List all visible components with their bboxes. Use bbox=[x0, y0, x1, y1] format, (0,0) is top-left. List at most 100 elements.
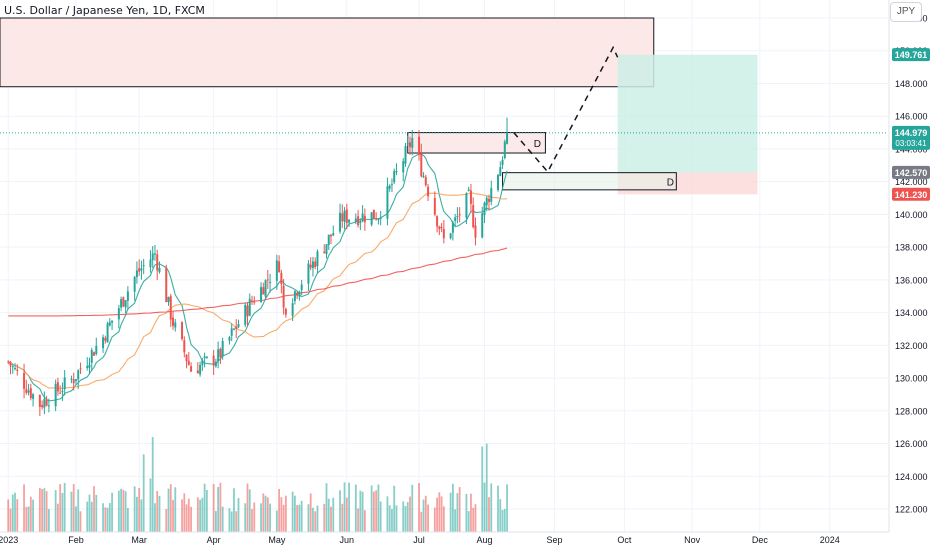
candle-body[interactable] bbox=[487, 198, 490, 202]
candle-body[interactable] bbox=[296, 292, 299, 296]
candle-body[interactable] bbox=[436, 216, 439, 227]
candle-body[interactable] bbox=[167, 296, 170, 302]
candle-body[interactable] bbox=[411, 138, 414, 148]
candle-body[interactable] bbox=[38, 395, 41, 407]
candle-body[interactable] bbox=[190, 366, 193, 372]
candle-body[interactable] bbox=[181, 322, 184, 340]
candle-body[interactable] bbox=[205, 356, 208, 358]
candle-body[interactable] bbox=[140, 268, 143, 271]
candle-body[interactable] bbox=[72, 379, 75, 384]
candle-body[interactable] bbox=[422, 175, 425, 177]
candle-body[interactable] bbox=[402, 161, 405, 173]
candle-body[interactable] bbox=[343, 210, 346, 222]
candle-body[interactable] bbox=[309, 264, 312, 268]
candle-body[interactable] bbox=[95, 345, 98, 355]
candle-body[interactable] bbox=[485, 197, 488, 206]
candle-body[interactable] bbox=[354, 218, 357, 222]
candle-body[interactable] bbox=[497, 174, 500, 190]
candle-body[interactable] bbox=[7, 361, 10, 363]
candle-body[interactable] bbox=[11, 366, 14, 368]
candle-body[interactable] bbox=[325, 244, 328, 255]
candle-body[interactable] bbox=[102, 337, 105, 349]
candle-body[interactable] bbox=[440, 226, 443, 228]
candle-body[interactable] bbox=[244, 304, 247, 325]
candle-body[interactable] bbox=[386, 186, 389, 219]
candle-body[interactable] bbox=[201, 360, 204, 365]
candle-body[interactable] bbox=[300, 284, 303, 291]
candle-body[interactable] bbox=[153, 253, 156, 255]
candle-body[interactable] bbox=[185, 354, 188, 362]
candle-body[interactable] bbox=[339, 212, 342, 232]
candle-body[interactable] bbox=[246, 305, 249, 317]
candle-body[interactable] bbox=[454, 217, 457, 221]
candle-body[interactable] bbox=[260, 287, 263, 302]
candle-body[interactable] bbox=[117, 308, 120, 320]
candle-body[interactable] bbox=[465, 193, 468, 218]
candle-body[interactable] bbox=[138, 268, 141, 272]
candle-body[interactable] bbox=[370, 212, 373, 225]
candle-body[interactable] bbox=[438, 226, 441, 230]
candle-body[interactable] bbox=[106, 323, 109, 343]
candle-body[interactable] bbox=[9, 361, 12, 366]
candle-body[interactable] bbox=[88, 364, 91, 368]
candle-body[interactable] bbox=[456, 216, 459, 218]
candle-body[interactable] bbox=[86, 365, 89, 368]
candle-body[interactable] bbox=[41, 405, 44, 408]
candle-body[interactable] bbox=[490, 188, 493, 202]
candle-body[interactable] bbox=[264, 280, 267, 297]
candle-body[interactable] bbox=[427, 186, 430, 197]
candle-body[interactable] bbox=[221, 340, 224, 357]
candle-body[interactable] bbox=[90, 350, 93, 363]
candle-body[interactable] bbox=[372, 209, 375, 219]
projection-path[interactable] bbox=[513, 45, 619, 174]
candle-body[interactable] bbox=[395, 171, 398, 173]
candle-body[interactable] bbox=[104, 337, 107, 341]
candle-body[interactable] bbox=[472, 205, 475, 228]
candle-body[interactable] bbox=[404, 146, 407, 164]
candle-body[interactable] bbox=[228, 337, 231, 341]
candle-body[interactable] bbox=[61, 390, 64, 392]
candle-body[interactable] bbox=[278, 261, 281, 273]
candle-body[interactable] bbox=[483, 202, 486, 216]
candle-body[interactable] bbox=[29, 388, 32, 399]
candle-body[interactable] bbox=[388, 185, 391, 189]
candle-body[interactable] bbox=[120, 299, 123, 308]
candle-body[interactable] bbox=[183, 340, 186, 353]
upper-d-rect[interactable] bbox=[407, 132, 546, 154]
candle-body[interactable] bbox=[393, 170, 396, 183]
candle-body[interactable] bbox=[314, 261, 317, 268]
candle-body[interactable] bbox=[32, 394, 35, 399]
candle-body[interactable] bbox=[420, 153, 423, 177]
candle-body[interactable] bbox=[63, 377, 66, 390]
candle-body[interactable] bbox=[27, 390, 30, 393]
candle-body[interactable] bbox=[280, 272, 283, 285]
candle-body[interactable] bbox=[449, 233, 452, 239]
candle-body[interactable] bbox=[458, 214, 461, 216]
target-zone[interactable] bbox=[617, 54, 758, 173]
candle-body[interactable] bbox=[74, 379, 77, 381]
candle-body[interactable] bbox=[291, 303, 294, 316]
candle-body[interactable] bbox=[142, 265, 145, 267]
currency-button[interactable]: JPY bbox=[890, 2, 922, 22]
candle-body[interactable] bbox=[59, 392, 62, 394]
candle-body[interactable] bbox=[230, 328, 233, 336]
candle-body[interactable] bbox=[124, 300, 127, 308]
candle-body[interactable] bbox=[126, 291, 129, 301]
candle-body[interactable] bbox=[187, 360, 190, 365]
candle-body[interactable] bbox=[196, 370, 199, 374]
candle-body[interactable] bbox=[56, 382, 59, 392]
candle-body[interactable] bbox=[442, 228, 445, 239]
candle-body[interactable] bbox=[23, 372, 26, 389]
candle-body[interactable] bbox=[327, 234, 330, 246]
candle-body[interactable] bbox=[363, 215, 366, 223]
candle-body[interactable] bbox=[43, 398, 46, 408]
candle-body[interactable] bbox=[122, 297, 125, 307]
candle-body[interactable] bbox=[156, 254, 159, 271]
candle-body[interactable] bbox=[359, 220, 362, 223]
candle-body[interactable] bbox=[311, 261, 314, 268]
candle-body[interactable] bbox=[341, 213, 344, 222]
candle-body[interactable] bbox=[424, 177, 427, 186]
candle-body[interactable] bbox=[501, 159, 504, 165]
candle-body[interactable] bbox=[345, 209, 348, 224]
